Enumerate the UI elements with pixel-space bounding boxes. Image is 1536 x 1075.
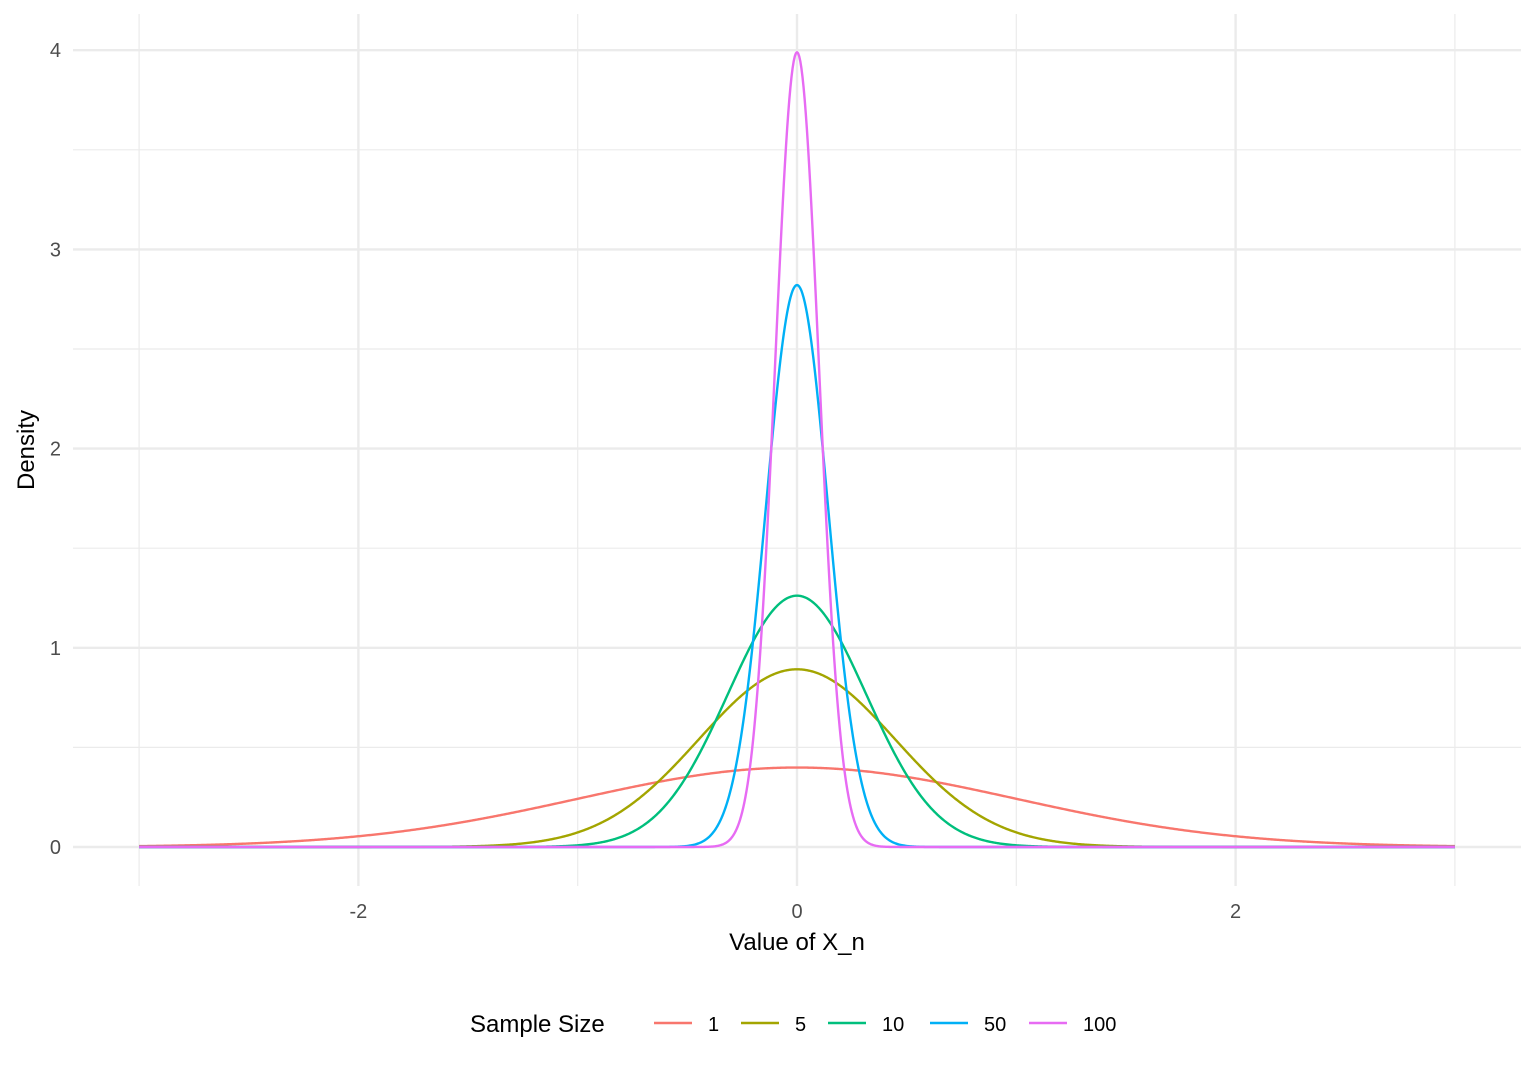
- legend-label-n10: 10: [882, 1014, 904, 1036]
- x-tick-label: 0: [791, 901, 802, 923]
- x-tick-label: -2: [350, 901, 368, 923]
- y-tick-label: 4: [50, 40, 61, 62]
- x-axis-tick-labels: -2 0 2: [350, 901, 1242, 923]
- series-lines: [139, 51, 1455, 849]
- legend-label-n100: 100: [1083, 1014, 1116, 1036]
- y-axis-tick-labels: 0 1 2 3 4: [50, 40, 61, 859]
- legend-title: Sample Size: [470, 1011, 605, 1038]
- legend-label-n1: 1: [708, 1014, 719, 1036]
- legend-label-n5: 5: [795, 1014, 806, 1036]
- legend-label-n50: 50: [984, 1014, 1006, 1036]
- y-tick-label: 2: [50, 439, 61, 461]
- series-line-n100: [139, 51, 1455, 849]
- series-line-n1: [139, 766, 1455, 848]
- y-tick-label: 1: [50, 638, 61, 660]
- major-gridlines: [73, 14, 1521, 886]
- x-axis-title: Value of X_n: [729, 929, 865, 956]
- y-tick-label: 0: [50, 837, 61, 859]
- y-axis-title: Density: [13, 410, 40, 490]
- legend: Sample Size 1 5 10 50 100: [470, 1011, 1116, 1038]
- y-tick-label: 3: [50, 239, 61, 261]
- legend-items: 1 5 10 50 100: [654, 1014, 1116, 1036]
- x-tick-label: 2: [1230, 901, 1241, 923]
